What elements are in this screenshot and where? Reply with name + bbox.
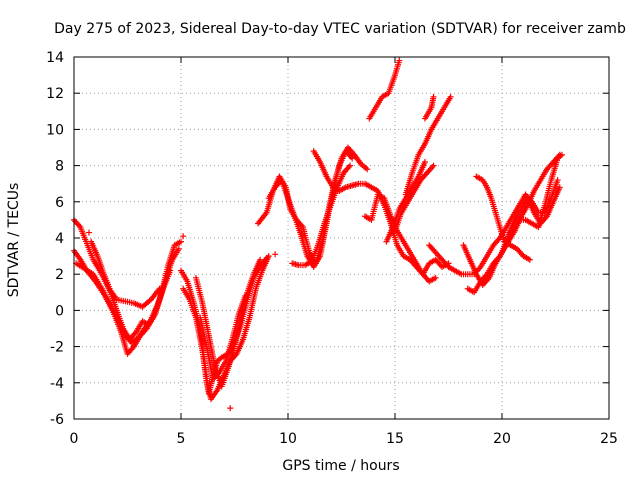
data-point [526,256,533,263]
data-point [430,162,437,169]
y-tick-label: 14 [46,50,64,66]
data-point [421,158,428,165]
data-point [257,256,264,263]
y-tick-label: 6 [55,195,64,211]
axis-ticks: 0 5 10 15 20 25 -6 -4 -2 0 2 4 6 8 10 12 14 [46,50,618,447]
y-tick-label: -4 [50,376,64,392]
data-point [167,267,174,274]
x-tick-label: 0 [70,431,79,447]
data-point [349,155,356,162]
y-tick-label: -2 [50,340,64,356]
y-tick-label: -6 [50,412,64,428]
y-tick-label: 4 [55,231,64,247]
data-point [227,405,234,412]
y-tick-label: 12 [46,86,64,102]
data-point [430,93,437,100]
data-point [175,245,182,252]
plot-frame [73,56,610,420]
data-point [556,151,563,158]
y-tick-label: 8 [55,159,64,175]
data-point [242,292,249,299]
x-tick-label: 15 [386,431,404,447]
data-point [554,177,561,184]
data-point [347,162,354,169]
data-point [447,93,454,100]
y-tick-label: 2 [55,267,64,283]
y-tick-label: 0 [55,303,64,319]
data-point [364,166,371,173]
x-tick-label: 10 [279,431,297,447]
data-points [71,57,565,412]
data-point [432,274,439,281]
grid-lines [74,57,609,419]
data-point [272,251,279,258]
data-point [265,253,272,260]
data-point [85,229,92,236]
data-point [556,184,563,191]
data-point [180,233,187,240]
data-point [156,285,163,292]
y-axis-label: SDTVAR / TECUs [6,183,22,298]
x-tick-label: 5 [177,431,186,447]
y-tick-label: 10 [46,122,64,138]
chart-title: Day 275 of 2023, Sidereal Day-to-day VTE… [54,21,626,37]
x-tick-label: 25 [600,431,618,447]
data-point [396,57,403,64]
data-point [178,238,184,245]
x-tick-label: 20 [493,431,511,447]
x-axis-label: GPS time / hours [282,458,399,474]
